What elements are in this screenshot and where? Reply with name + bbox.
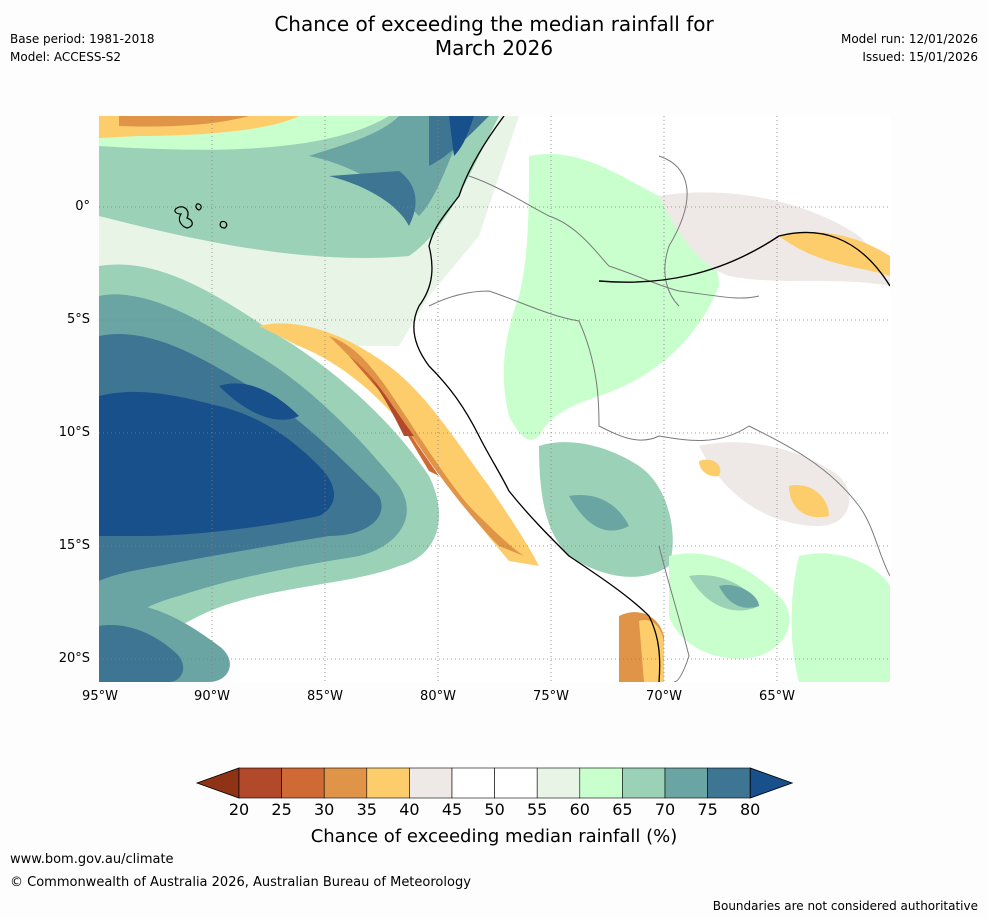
colorbar-tick-label: 80 [740,800,761,819]
colorbar-segment [323,767,368,799]
model-name: Model: ACCESS-S2 [10,50,122,64]
colorbar-tick-label: 45 [441,800,463,819]
colorbar-arrow-low [195,767,240,799]
lon-label-85w: 85°W [307,689,343,704]
map-canvas [99,116,890,682]
colorbar-tick-label: 30 [314,800,335,819]
base-info: Base period: 1981-2018 Model: ACCESS-S2 [10,30,155,66]
map-title: Chance of exceeding the median rainfall … [0,12,988,60]
lon-label-75w: 75°W [533,689,569,704]
colorbar-segment [664,767,708,799]
lon-label-70w: 70°W [646,689,682,704]
disclaimer-text: Boundaries are not considered authoritat… [712,899,978,913]
colorbar-segment [707,767,751,799]
website-text: www.bom.gov.au/climate [10,852,174,867]
lat-label-0: 0° [75,199,90,214]
lon-label-65w: 65°W [759,689,795,704]
colorbar-tick-label: 35 [356,800,377,819]
model-run: Model run: 12/01/2026 [840,32,978,46]
lat-label-10s: 10°S [58,425,90,440]
lat-label-15s: 15°S [58,538,90,553]
lat-label-5s: 5°S [66,312,90,327]
colorbar-segment [366,767,410,799]
colorbar-segment [238,767,282,799]
colorbar-segment [622,767,666,799]
colorbar-segment [451,767,495,799]
colorbar-arrow-high [749,767,794,799]
colorbar-tick-label: 65 [612,800,633,819]
lon-label-90w: 90°W [194,689,230,704]
colorbar-segment [409,767,453,799]
title-line-1: Chance of exceeding the median rainfall … [274,12,714,36]
colorbar-segment [579,767,623,799]
colorbar-tick-label: 75 [697,800,718,819]
colorbar-tick-label: 40 [399,800,420,819]
colorbar-tick-label: 50 [484,800,505,819]
colorbar-segment [536,767,581,799]
issued-date: Issued: 15/01/2026 [862,50,978,64]
colorbar-tick-label: 25 [271,800,292,819]
colorbar-tick-label: 55 [527,800,548,819]
colorbar-segment [494,767,538,799]
title-line-2: March 2026 [434,36,554,60]
colorbar-tick-label: 70 [654,800,676,819]
run-info: Model run: 12/01/2026 Issued: 15/01/2026 [841,30,978,66]
lon-label-95w: 95°W [82,689,118,704]
rainfall-map [99,116,890,682]
colorbar [195,767,794,799]
copyright-text: © Commonwealth of Australia 2026, Austra… [10,875,471,890]
colorbar-tick-label: 60 [569,800,590,819]
colorbar-tick-label: 20 [228,800,250,819]
base-period: Base period: 1981-2018 [10,32,155,46]
lat-label-20s: 20°S [58,651,90,666]
colorbar-title: Chance of exceeding median rainfall (%) [310,826,678,847]
colorbar-segment [281,767,325,799]
lon-label-80w: 80°W [420,689,456,704]
